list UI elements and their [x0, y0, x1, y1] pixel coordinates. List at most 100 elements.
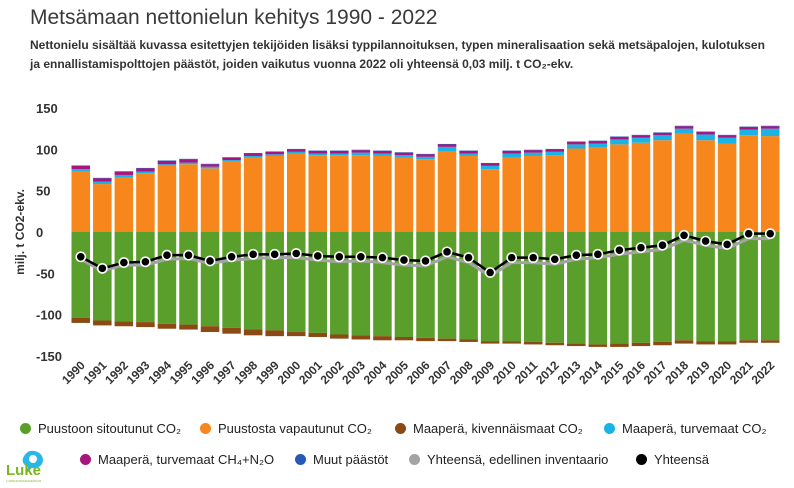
bar-segment — [286, 332, 306, 337]
bar-segment — [717, 135, 737, 138]
bar-segment — [674, 232, 694, 341]
bar-segment — [760, 340, 780, 343]
bar-segment — [760, 125, 780, 127]
bar-segment — [502, 153, 521, 158]
total-point — [333, 251, 345, 263]
bar-segment — [696, 232, 715, 342]
bar-segment — [416, 156, 435, 160]
x-tick-label: 2002 — [318, 358, 347, 387]
bar-segment — [480, 341, 500, 344]
x-tick-label: 2009 — [468, 358, 497, 387]
total-point — [247, 248, 259, 260]
bar-segment — [265, 151, 284, 152]
bar-segment — [71, 171, 91, 232]
bar-segment — [179, 158, 198, 160]
bar-segment — [696, 131, 715, 133]
bar-segment — [222, 157, 241, 161]
bar-segment — [179, 324, 198, 330]
bar-segment — [394, 152, 414, 156]
bar-segment — [308, 153, 328, 156]
bar-segment — [631, 135, 651, 138]
bar-segment — [760, 126, 780, 129]
legend-swatch — [604, 423, 615, 434]
total-point — [161, 249, 173, 261]
bar-segment — [114, 177, 134, 232]
bar-segment — [373, 150, 392, 152]
bar-segment — [243, 232, 263, 330]
bar-segment — [545, 151, 565, 156]
legend-item: Maaperä, kivennäismaat CO₂ — [395, 421, 583, 436]
bar-segment — [136, 171, 155, 174]
bar-segment — [179, 164, 198, 232]
x-tick-label: 2022 — [749, 358, 778, 387]
bar-segment — [114, 321, 134, 327]
legend-label: Maaperä, kivennäismaat CO₂ — [413, 421, 583, 436]
total-point — [614, 244, 625, 256]
bar-segment — [459, 153, 478, 156]
bar-segment — [674, 125, 694, 127]
bar-segment — [739, 340, 758, 343]
bar-segment — [502, 232, 521, 342]
bar-segment — [330, 150, 349, 154]
bar-segment — [394, 336, 414, 341]
bar-segment — [502, 341, 521, 344]
logo-subtext: LUONNONVARAKESKUS — [6, 479, 42, 483]
bar-segment — [286, 149, 306, 152]
bar-segment — [459, 150, 478, 152]
bar-segment — [286, 232, 306, 333]
bar-segment — [394, 155, 414, 158]
bar-segment — [416, 232, 435, 338]
bar-segment — [136, 168, 155, 172]
x-tick-label: 2017 — [641, 358, 670, 387]
bar-segment — [674, 133, 694, 232]
bar-segment — [653, 140, 672, 232]
x-tick-label: 2003 — [339, 358, 368, 387]
bar-segment — [437, 146, 457, 151]
bar-segment — [71, 165, 91, 170]
x-tick-label: 1993 — [124, 358, 153, 387]
bar-segment — [373, 155, 392, 232]
bar-segment — [480, 163, 500, 166]
bar-segment — [437, 338, 457, 342]
legend-swatch — [409, 454, 420, 465]
bar-segment — [480, 165, 500, 170]
bar-segment — [739, 232, 758, 341]
bar-segment — [351, 150, 371, 153]
x-tick-label: 1999 — [253, 358, 282, 387]
bar-segment — [416, 153, 435, 155]
bar-segment — [610, 139, 629, 145]
bar-segment — [717, 137, 737, 144]
bar-segment — [437, 143, 457, 145]
bar-segment — [502, 150, 521, 154]
bar-segment — [523, 152, 543, 156]
legend-swatch — [395, 423, 406, 434]
bar-segment — [93, 177, 112, 179]
total-point — [290, 248, 302, 259]
x-tick-label: 2000 — [275, 358, 304, 387]
total-point — [96, 262, 108, 274]
bar-segment — [717, 143, 737, 232]
bar-segment — [567, 141, 586, 145]
bar-segment — [200, 163, 220, 165]
total-point — [355, 251, 367, 263]
bar-segment — [523, 149, 543, 151]
legend-swatch — [80, 454, 91, 465]
bar-segment — [760, 136, 780, 232]
bar-segment — [588, 232, 608, 345]
bar-segment — [567, 148, 586, 232]
legend-item: Puustoon sitoutunut CO₂ — [20, 421, 181, 436]
bar-segment — [243, 153, 263, 154]
bar-segment — [588, 147, 608, 232]
bar-segment — [114, 171, 134, 175]
legend-label: Muut päästöt — [313, 452, 389, 467]
bar-segment — [373, 153, 392, 156]
bar-segment — [308, 332, 328, 337]
bar-segment — [394, 232, 414, 337]
bar-segment — [200, 326, 220, 333]
bar-segment — [330, 334, 349, 339]
bar-segment — [545, 149, 565, 152]
bar-segment — [243, 153, 263, 156]
legend-label: Yhteensä, edellinen inventaario — [427, 452, 609, 467]
legend-label: Maaperä, turvemaat CO₂ — [622, 421, 767, 436]
